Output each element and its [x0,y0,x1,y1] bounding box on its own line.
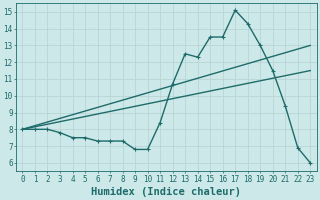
X-axis label: Humidex (Indice chaleur): Humidex (Indice chaleur) [92,186,241,197]
